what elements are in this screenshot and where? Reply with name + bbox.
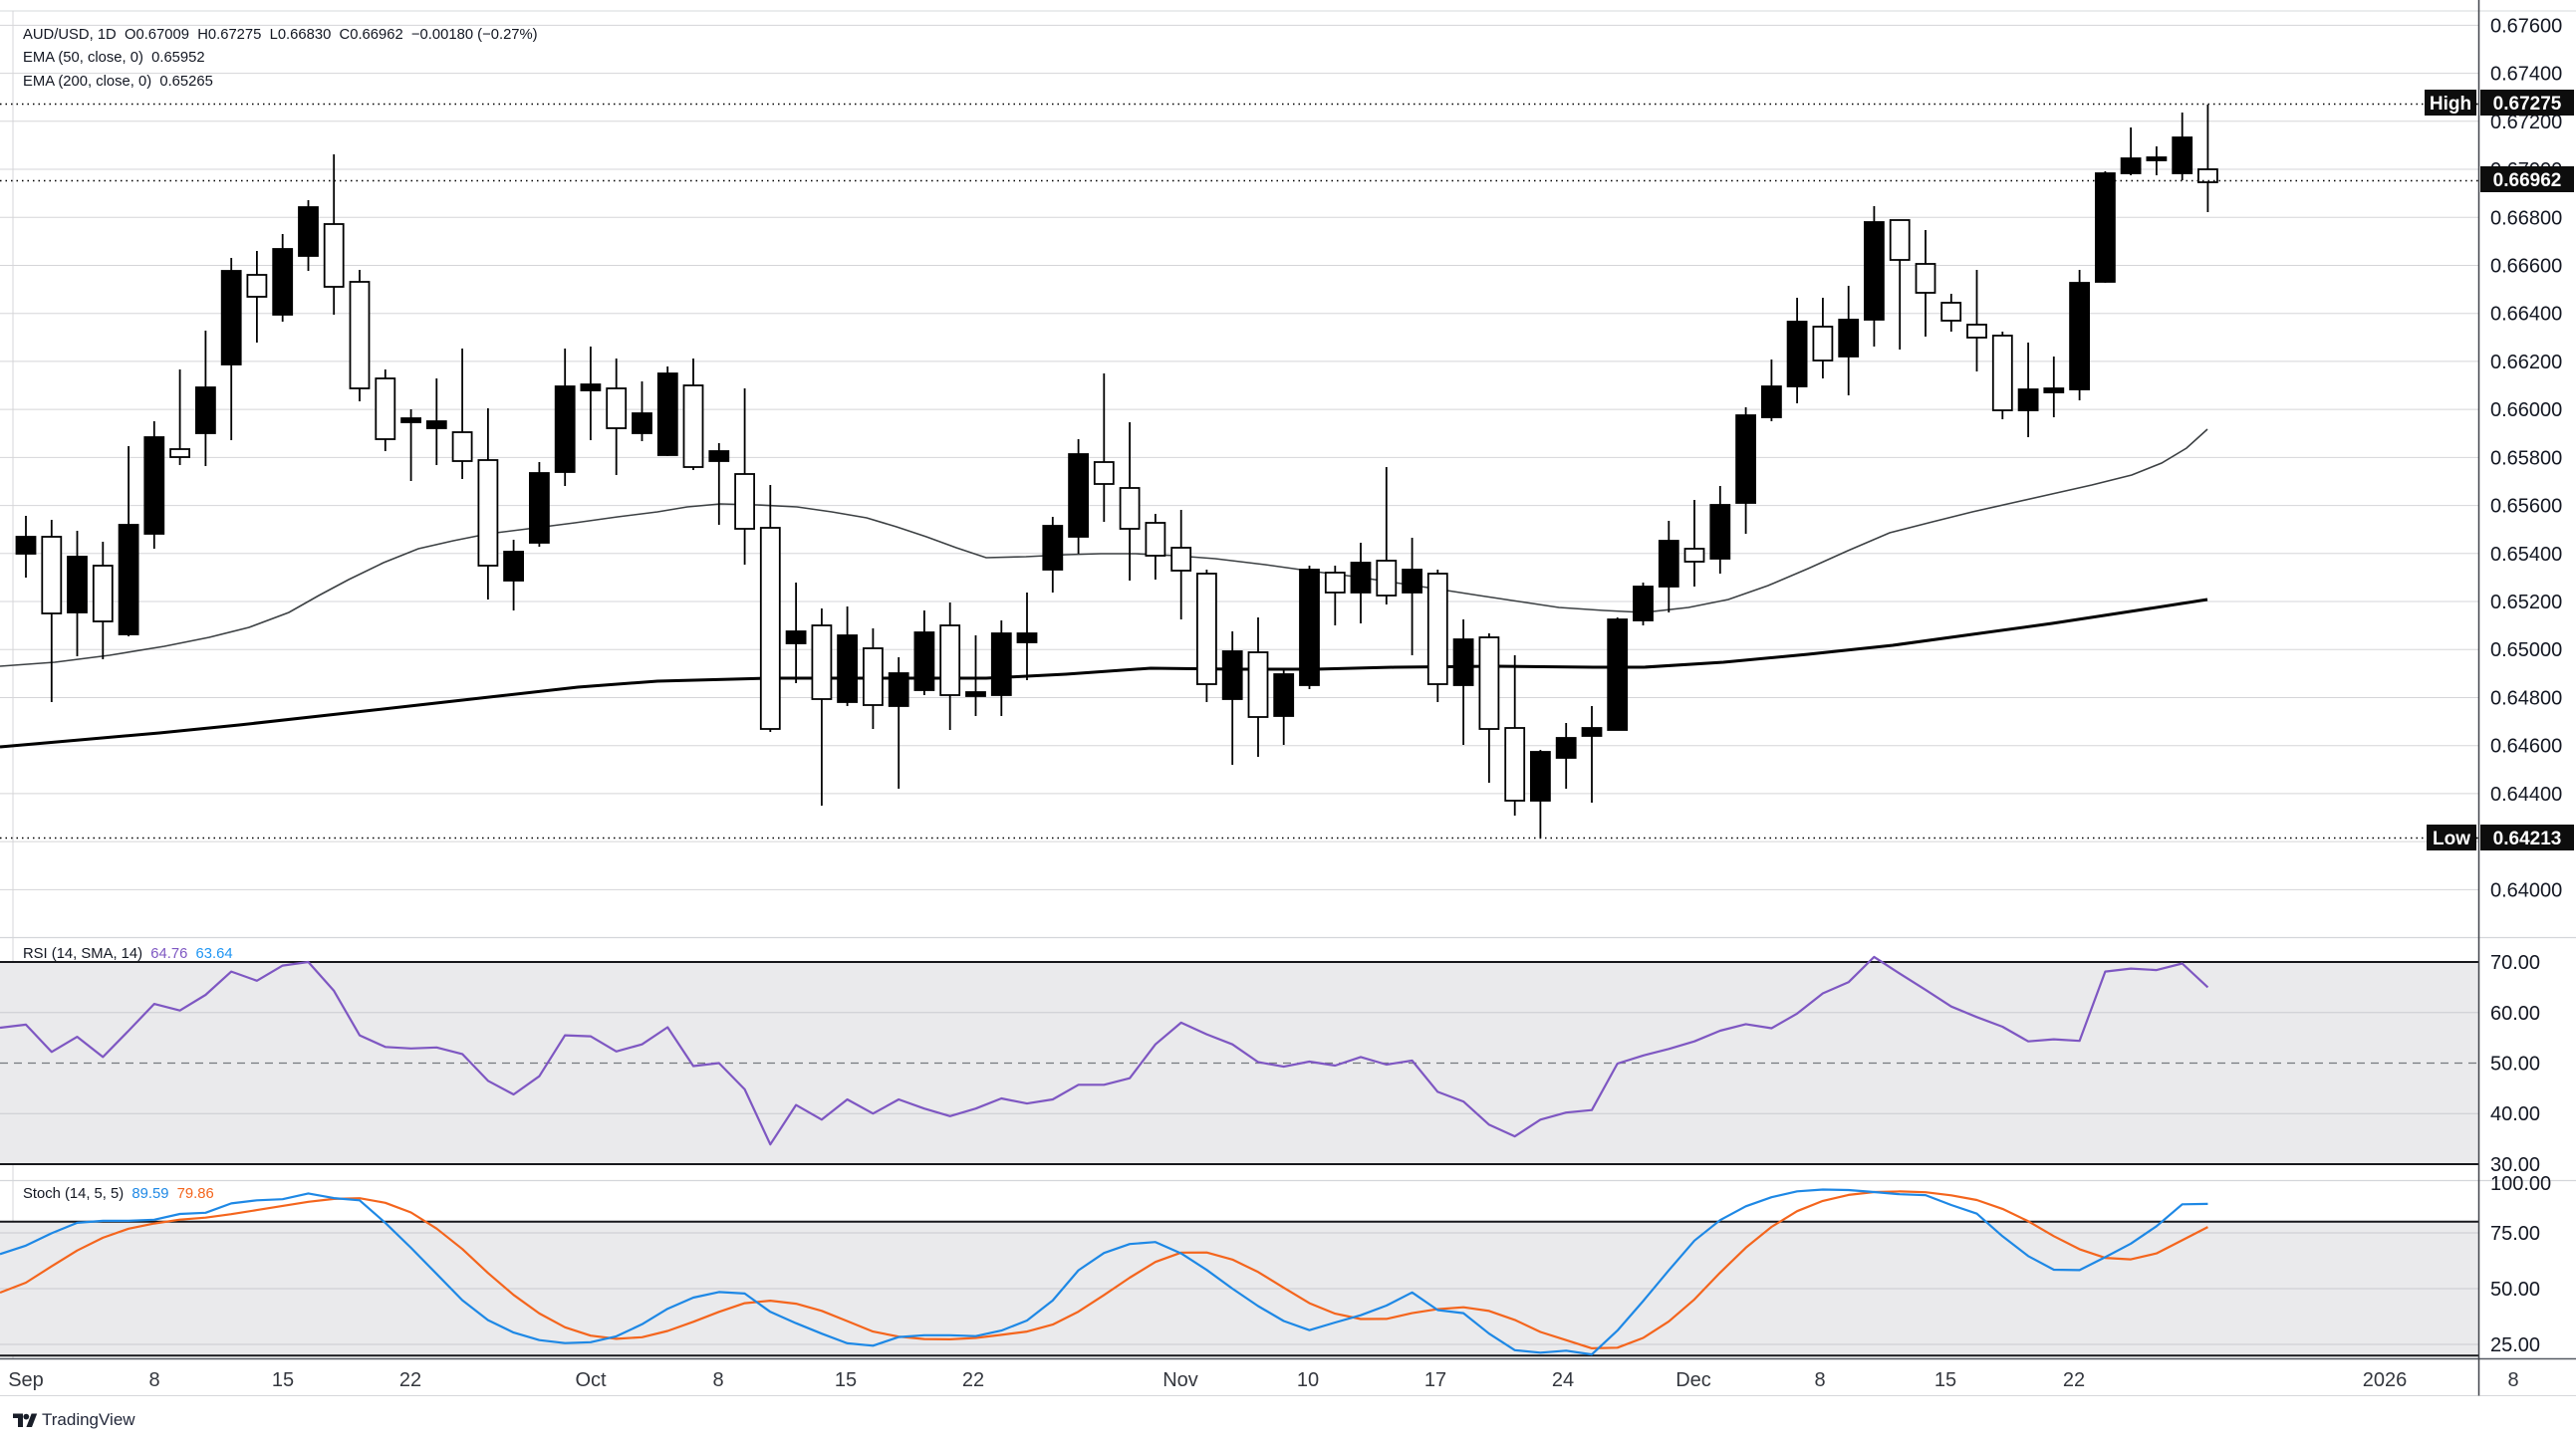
svg-text:EMA (50, close, 0) 0.65952: EMA (50, close, 0) 0.65952 [23,50,205,66]
svg-text:25.00: 25.00 [2490,1334,2540,1356]
svg-text:0.64600: 0.64600 [2490,736,2562,758]
svg-text:0.67200: 0.67200 [2490,112,2562,133]
svg-text:Stoch (14, 5, 5) 89.59 79.86: Stoch (14, 5, 5) 89.59 79.86 [23,1186,214,1202]
svg-text:Dec: Dec [1675,1369,1711,1391]
svg-text:0.65000: 0.65000 [2490,639,2562,661]
svg-text:0.64800: 0.64800 [2490,688,2562,710]
svg-text:0.66800: 0.66800 [2490,207,2562,229]
svg-text:Sep: Sep [8,1369,44,1391]
svg-text:50.00: 50.00 [2490,1054,2540,1076]
svg-text:0.65600: 0.65600 [2490,496,2562,518]
svg-text:17: 17 [1424,1369,1446,1391]
svg-text:40.00: 40.00 [2490,1103,2540,1125]
svg-text:0.67275: 0.67275 [2493,94,2562,115]
svg-text:0.67600: 0.67600 [2490,15,2562,37]
svg-text:8: 8 [2507,1369,2518,1391]
svg-text:0.67400: 0.67400 [2490,64,2562,86]
svg-text:0.66000: 0.66000 [2490,399,2562,421]
svg-text:0.64213: 0.64213 [2493,829,2562,849]
svg-text:15: 15 [1934,1369,1956,1391]
svg-text:8: 8 [712,1369,723,1391]
svg-text:0.66400: 0.66400 [2490,304,2562,326]
svg-text:0.66962: 0.66962 [2493,170,2562,191]
svg-text:30.00: 30.00 [2490,1154,2540,1176]
svg-text:0.66200: 0.66200 [2490,352,2562,373]
svg-text:0.64400: 0.64400 [2490,784,2562,806]
svg-text:0.64000: 0.64000 [2490,879,2562,901]
svg-text:22: 22 [2063,1369,2085,1391]
svg-text:Nov: Nov [1162,1369,1198,1391]
svg-text:50.00: 50.00 [2490,1279,2540,1301]
svg-text:15: 15 [835,1369,857,1391]
svg-text:10: 10 [1297,1369,1319,1391]
svg-text:Low: Low [2433,829,2470,849]
svg-text:60.00: 60.00 [2490,1003,2540,1025]
svg-text:75.00: 75.00 [2490,1223,2540,1245]
svg-text:8: 8 [148,1369,159,1391]
svg-text:8: 8 [1814,1369,1825,1391]
svg-text:22: 22 [399,1369,421,1391]
svg-text:High: High [2430,94,2471,115]
svg-text:AUD/USD, 1D O0.67009 H0.6727: AUD/USD, 1D O0.67009 H0.67275 L0.66830 C… [23,27,538,43]
svg-text:70.00: 70.00 [2490,952,2540,974]
svg-text:100.00: 100.00 [2490,1173,2551,1195]
svg-text:RSI (14, SMA, 14) 64.76 63.6: RSI (14, SMA, 14) 64.76 63.64 [23,946,233,962]
svg-text:15: 15 [272,1369,294,1391]
svg-text:Oct: Oct [575,1369,607,1391]
svg-text:24: 24 [1552,1369,1574,1391]
svg-text:EMA (200, close, 0) 0.65265: EMA (200, close, 0) 0.65265 [23,74,213,90]
svg-text:0.65800: 0.65800 [2490,447,2562,469]
svg-text:0.65400: 0.65400 [2490,544,2562,566]
svg-text:TradingView: TradingView [42,1410,135,1429]
svg-text:2026: 2026 [2363,1369,2408,1391]
svg-text:22: 22 [962,1369,984,1391]
svg-text:0.65200: 0.65200 [2490,592,2562,613]
svg-text:0.66600: 0.66600 [2490,256,2562,278]
